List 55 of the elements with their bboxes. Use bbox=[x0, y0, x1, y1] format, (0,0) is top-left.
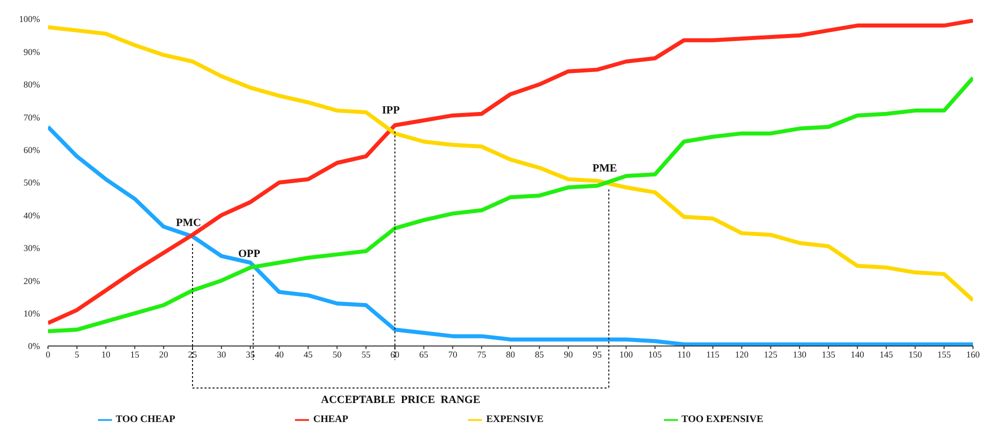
y-tick-label: 100% bbox=[19, 14, 40, 24]
x-tick-label: 70 bbox=[448, 349, 458, 360]
legend-label: EXPENSIVE bbox=[486, 414, 544, 426]
line-series bbox=[48, 76, 973, 334]
x-tick-label: 15 bbox=[130, 349, 140, 360]
x-tick-label: 120 bbox=[735, 349, 749, 360]
annotation: OPP bbox=[238, 248, 261, 260]
y-tick-label: 60% bbox=[24, 144, 40, 155]
x-tick-label: 5 bbox=[74, 349, 80, 360]
x-tick-label: 55 bbox=[361, 349, 371, 360]
x-tick-label: 85 bbox=[534, 349, 544, 360]
x-tick-label: 20 bbox=[159, 349, 169, 360]
x-tick-label: 115 bbox=[706, 349, 720, 360]
x-tick-label: 95 bbox=[592, 349, 602, 360]
annotation: PMC bbox=[176, 217, 202, 230]
x-tick-label: 160 bbox=[966, 349, 980, 360]
x-tick-label: 150 bbox=[908, 349, 922, 360]
y-tick-label: 30% bbox=[24, 243, 40, 254]
x-tick-label: 100 bbox=[619, 349, 634, 360]
y-tick-label: 90% bbox=[24, 46, 40, 57]
x-tick-label: 105 bbox=[648, 349, 662, 360]
legend-label: TOO CHEAP bbox=[116, 414, 176, 426]
y-tick-label: 80% bbox=[24, 80, 40, 90]
x-tick-label: 30 bbox=[216, 349, 226, 360]
y-tick-label: 0% bbox=[28, 341, 40, 352]
x-tick-label: 40 bbox=[274, 349, 284, 360]
x-tick-label: 60 bbox=[390, 349, 400, 360]
x-tick-label: 125 bbox=[764, 349, 778, 360]
x-tick-label: 155 bbox=[937, 349, 952, 360]
line-series bbox=[48, 124, 973, 346]
x-tick-label: 50 bbox=[332, 349, 342, 360]
x-tick-label: 10 bbox=[101, 349, 111, 360]
y-tick-label: 70% bbox=[24, 112, 40, 122]
annotation: PME bbox=[592, 162, 618, 174]
x-tick-label: 45 bbox=[304, 349, 314, 360]
x-tick-label: 140 bbox=[850, 349, 865, 360]
x-tick-label: 110 bbox=[677, 349, 692, 360]
x-tick-label: 80 bbox=[506, 349, 516, 360]
text: ACCEPTABLE PRICE RANGE bbox=[321, 394, 480, 406]
x-tick-label: 35 bbox=[246, 349, 256, 360]
legend-label: CHEAP bbox=[313, 414, 348, 426]
y-tick-label: 40% bbox=[24, 210, 40, 220]
y-tick-label: 20% bbox=[24, 276, 40, 286]
legend-label: TOO EXPENSIVE bbox=[682, 414, 764, 426]
annotation: IPP bbox=[382, 104, 400, 117]
x-tick-label: 75 bbox=[477, 349, 487, 360]
y-tick-label: 10% bbox=[24, 308, 40, 318]
x-tick-label: 0 bbox=[46, 349, 51, 360]
x-tick-label: 135 bbox=[822, 349, 836, 360]
y-tick-label: 50% bbox=[24, 178, 40, 188]
x-tick-label: 145 bbox=[880, 349, 894, 360]
x-tick-label: 130 bbox=[792, 349, 807, 360]
x-tick-label: 90 bbox=[564, 349, 574, 360]
x-tick-label: 65 bbox=[419, 349, 429, 360]
x-tick-label: 25 bbox=[188, 349, 198, 360]
